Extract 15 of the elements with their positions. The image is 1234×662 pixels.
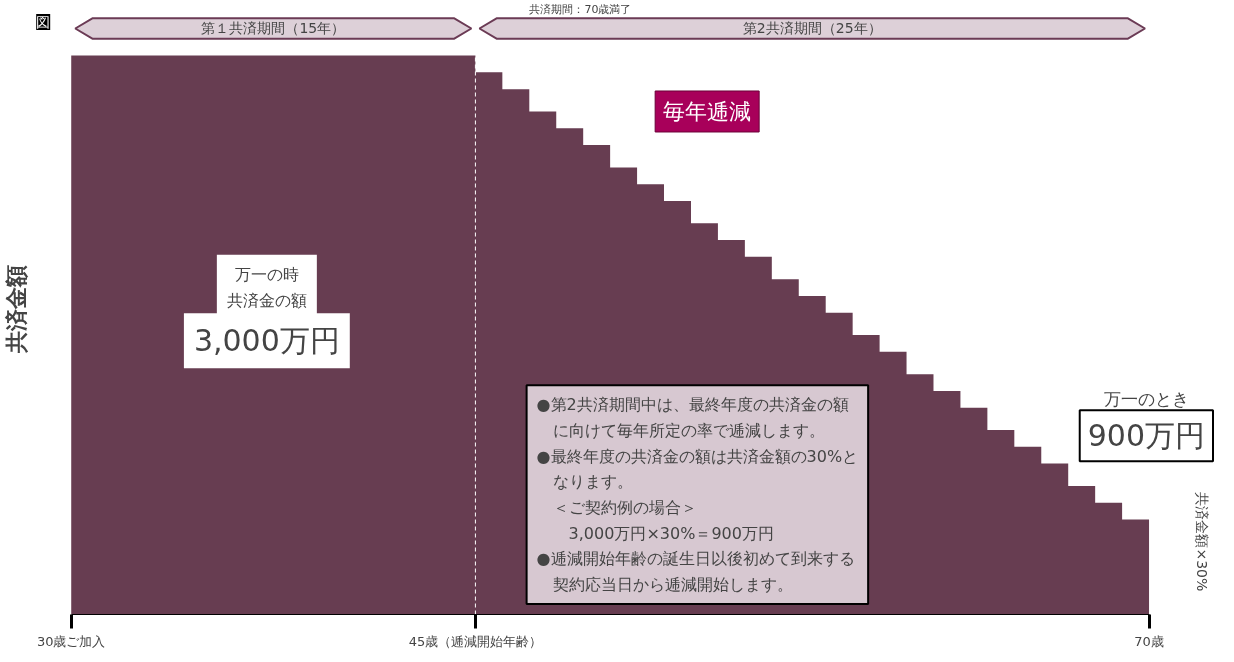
- text: 共済金額×30%: [1193, 492, 1210, 592]
- x-tick-label: 70歳: [1134, 633, 1164, 649]
- text: 共済期間：70歳満了: [529, 2, 632, 16]
- annotation: 900万円: [1087, 418, 1205, 454]
- text: 第１共済期間（15年）: [201, 20, 346, 37]
- annotation: ●第2共済期間中は、最終年度の共済金の額に向けて毎年所定の率で逓減します。●最終年度の共済金の額は共済金額の30%となります。＜ご契約例の場合＞3,000万円×30%＝900万円●逓減開始年齢の誕生日以後初めて到来する契約応当日から逓減開始します。: [536, 395, 859, 594]
- annotation: 万一のとき: [1103, 389, 1189, 410]
- x-tick-label: 30歳ご加入: [36, 633, 106, 649]
- text: 図: [36, 14, 51, 31]
- x-tick-label: 45歳（逓減開始年齢）: [408, 633, 543, 649]
- annotation: 3,000万円: [193, 323, 340, 359]
- text: 第2共済期間（25年）: [742, 20, 882, 37]
- y-axis-title: 共済金額: [3, 264, 29, 354]
- annotation: 万一の時共済金の額: [226, 264, 307, 311]
- annotation: 毎年逓減: [663, 98, 752, 124]
